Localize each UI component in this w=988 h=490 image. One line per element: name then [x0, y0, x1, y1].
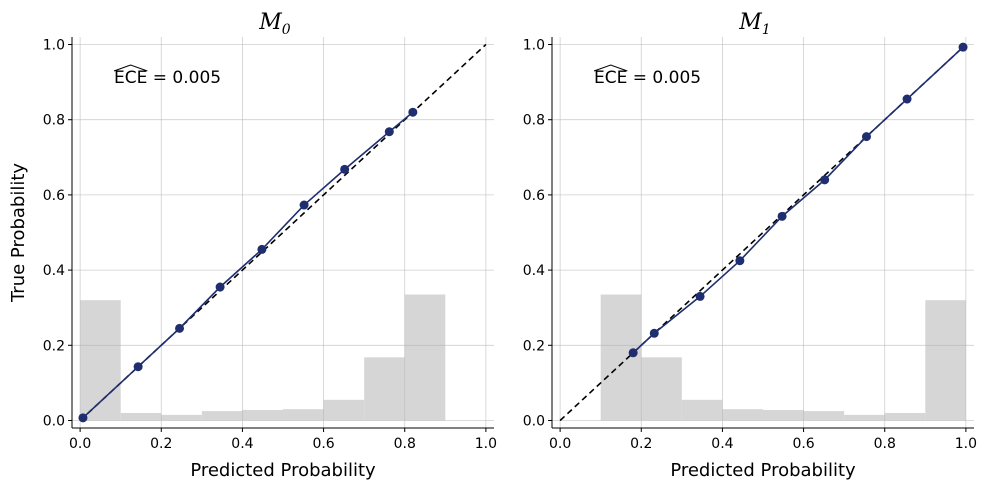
y-tick-label: 0.6 — [523, 188, 545, 204]
y-tick-label: 0.0 — [523, 413, 545, 429]
calibration-point — [175, 323, 185, 333]
y-tick-label: 0.0 — [43, 413, 65, 429]
calibration-point — [215, 282, 225, 292]
calibration-point — [902, 94, 912, 104]
x-tick-label: 1.0 — [475, 436, 497, 452]
calibration-point — [408, 107, 418, 117]
x-tick-label: 0.0 — [549, 436, 571, 452]
y-tick-label: 0.2 — [523, 338, 545, 354]
histogram-bar — [242, 409, 283, 421]
x-tick-label: 0.8 — [394, 436, 416, 452]
chart-title-subscript: 1 — [762, 22, 771, 38]
calibration-point — [78, 413, 88, 423]
histogram-bar — [600, 294, 642, 421]
chart-title-main: M — [738, 10, 762, 35]
chart-title-main: M — [258, 10, 282, 35]
y-tick-label: 1.0 — [523, 38, 545, 54]
histogram-bar — [404, 294, 446, 421]
calibration-point — [628, 348, 638, 358]
y-tick-label: 0.4 — [523, 263, 545, 279]
ece-annotation-name: ECE — [594, 68, 627, 88]
calibration-point — [649, 328, 659, 338]
x-tick-label: 0.8 — [874, 436, 896, 452]
y-axis-label: True Probability — [8, 163, 29, 303]
calibration-point — [133, 362, 143, 372]
histogram-bar — [161, 414, 202, 421]
x-tick-label: 1.0 — [955, 436, 977, 452]
ece-annotation: ECE = 0.005 — [114, 68, 221, 88]
histogram-bar — [283, 409, 324, 421]
calibration-curve — [82, 111, 414, 419]
calibration-point — [257, 244, 267, 254]
histogram-bar — [201, 411, 243, 421]
x-tick-label: 0.2 — [150, 436, 172, 452]
x-axis-label: Predicted Probability — [190, 460, 376, 481]
histogram-bar — [641, 357, 682, 421]
x-tick-label: 0.2 — [630, 436, 652, 452]
y-tick-label: 1.0 — [43, 38, 65, 54]
histogram-bar — [722, 409, 763, 421]
histogram-bar — [925, 300, 966, 421]
histogram-bar — [323, 399, 365, 421]
calibration-point — [299, 200, 309, 210]
calibration-point — [861, 132, 871, 142]
calibration-point — [340, 164, 350, 174]
y-tick-label: 0.2 — [43, 338, 65, 354]
calibration-point — [820, 175, 830, 185]
x-tick-label: 0.0 — [69, 436, 91, 452]
chart-title-subscript: 0 — [282, 22, 291, 38]
x-tick-label: 0.6 — [312, 436, 334, 452]
calibration-point — [695, 291, 705, 301]
histogram-bar — [120, 412, 162, 421]
calibration-point — [777, 211, 787, 221]
calibration-point — [384, 127, 394, 137]
histogram-bar — [681, 399, 723, 421]
histogram-bar — [844, 414, 885, 421]
ece-hat-mark — [113, 64, 148, 72]
chart-title: M0 — [258, 10, 291, 38]
calibration-point — [735, 256, 745, 266]
ece-annotation-value: = 0.005 — [627, 68, 701, 88]
histogram-bar — [80, 300, 121, 421]
y-tick-label: 0.8 — [523, 113, 545, 129]
histogram-bar — [803, 411, 845, 421]
ece-annotation-name: ECE — [114, 68, 147, 88]
histogram-bar — [884, 412, 926, 421]
x-tick-label: 0.4 — [711, 436, 733, 452]
chart-panel-0: 0.0 0.2 0.4 0.6 0.8 1.0 0.0 0.2 0.4 0.6 0.8 1.0 Pred… — [8, 10, 497, 481]
x-axis-label: Predicted Probability — [670, 460, 856, 481]
histogram-bar — [763, 409, 804, 421]
chart-panel-1: 0.0 0.2 0.4 0.6 0.8 1.0 0.0 0.2 0.4 0.6 0.8 1.0 Pred… — [523, 10, 977, 481]
y-tick-label: 0.6 — [43, 188, 65, 204]
x-tick-label: 0.6 — [792, 436, 814, 452]
calibration-point — [958, 42, 968, 52]
y-tick-label: 0.4 — [43, 263, 65, 279]
ece-annotation-value: = 0.005 — [147, 68, 221, 88]
ece-annotation: ECE = 0.005 — [594, 68, 701, 88]
x-tick-label: 0.4 — [231, 436, 253, 452]
histogram-bar — [364, 357, 405, 421]
ece-hat-mark — [593, 64, 628, 72]
y-tick-label: 0.8 — [43, 113, 65, 129]
chart-title: M1 — [738, 10, 770, 38]
